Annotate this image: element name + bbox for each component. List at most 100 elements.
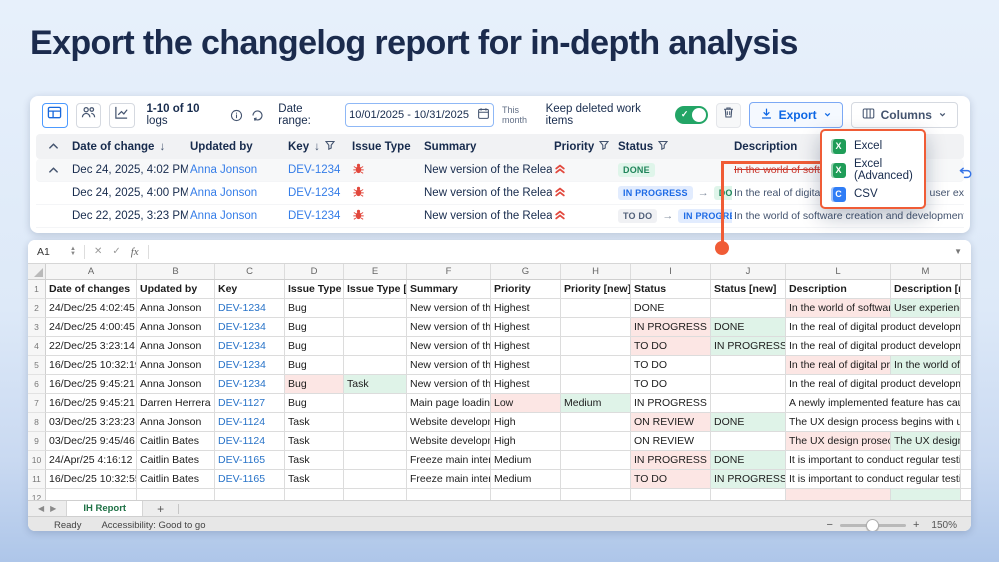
sheet-cell[interactable] (561, 432, 631, 451)
export-menu-item-excel-advanced-[interactable]: X Excel (Advanced) (822, 158, 924, 182)
sheet-cell[interactable]: IN PROGRESS (711, 337, 786, 356)
sheet-cell[interactable]: Medium (561, 394, 631, 413)
col-issue-type[interactable]: Issue Type (352, 140, 411, 153)
sheet-cell[interactable]: Bug (285, 375, 344, 394)
sheet-cell[interactable]: Status (631, 280, 711, 299)
column-header-F[interactable]: F (407, 264, 491, 279)
sheet-cell[interactable] (344, 318, 407, 337)
delete-button[interactable] (715, 102, 741, 128)
sheet-cell[interactable]: Highest (491, 299, 561, 318)
sheet-cell[interactable]: 24/Apr/25 4:16:12 PM (46, 451, 137, 470)
row-number[interactable]: 8 (28, 413, 46, 432)
sheet-cell[interactable]: Bug (285, 337, 344, 356)
sheet-cell[interactable] (344, 299, 407, 318)
filter-icon[interactable] (658, 140, 669, 153)
sheet-cell[interactable]: Anna Jonson (137, 375, 215, 394)
sheet-cell[interactable]: In the real of digital proc (786, 356, 891, 375)
sheet-cell[interactable]: Priority [new] (561, 280, 631, 299)
sheet-cell[interactable]: Status [new] (711, 280, 786, 299)
zoom-out-icon[interactable]: − (826, 519, 833, 531)
sheet-cell[interactable]: Website development (407, 413, 491, 432)
sheet-cell[interactable]: Freeze main interface (407, 470, 491, 489)
select-all-corner[interactable] (28, 264, 46, 279)
sheet-cell[interactable]: In the real of digital product developme… (786, 337, 961, 356)
sheet-cell[interactable]: Low (491, 394, 561, 413)
sheet-cell[interactable] (561, 356, 631, 375)
sheet-cell[interactable]: Description [new] (891, 280, 961, 299)
sheet-cell[interactable]: 16/Dec/25 10:32:55 AM (46, 470, 137, 489)
sheet-cell[interactable]: DEV-1165 (215, 451, 285, 470)
sheet-cell[interactable]: A newly implemented feature has caused u… (786, 394, 961, 413)
row-number[interactable]: 11 (28, 470, 46, 489)
people-view-button[interactable] (75, 102, 101, 128)
sheet-cell[interactable]: Anna Jonson (137, 337, 215, 356)
sheet-cell[interactable]: TO DO (631, 337, 711, 356)
sheet-cell[interactable]: Caitlin Bates (137, 470, 215, 489)
sheet-cell[interactable]: ON REVIEW (631, 413, 711, 432)
row-number[interactable]: 12 (28, 489, 46, 500)
sheet-cell[interactable]: Bug (285, 318, 344, 337)
sheet-cell[interactable]: In the world of software (786, 299, 891, 318)
sheet-cell[interactable]: DEV-1124 (215, 432, 285, 451)
tabs-scroll-right-icon[interactable]: ▶ (50, 504, 57, 513)
sheet-cell[interactable]: 24/Dec/25 4:02:45 PM (46, 299, 137, 318)
confirm-entry-icon[interactable]: ✓ (112, 246, 121, 257)
sheet-cell[interactable]: Task (285, 451, 344, 470)
cancel-entry-icon[interactable]: ✕ (93, 246, 103, 257)
sheet-cell[interactable]: Task (285, 470, 344, 489)
sheet-cell[interactable]: TO DO (631, 356, 711, 375)
sheet-cell[interactable]: DONE (631, 299, 711, 318)
export-menu-item-excel[interactable]: X Excel (822, 134, 924, 158)
table-view-button[interactable] (42, 102, 68, 128)
sheet-cell[interactable]: DONE (711, 451, 786, 470)
sheet-cell[interactable]: It is important to conduct regular testi… (786, 451, 961, 470)
export-button[interactable]: Export (748, 102, 843, 128)
column-header-A[interactable]: A (46, 264, 137, 279)
col-priority[interactable]: Priority (552, 140, 616, 153)
sheet-cell[interactable] (285, 489, 344, 500)
sheet-cell[interactable] (711, 299, 786, 318)
sheet-cell[interactable]: New version of the Rele (407, 299, 491, 318)
info-icon[interactable] (230, 109, 243, 122)
sheet-cell[interactable] (631, 489, 711, 500)
sheet-cell[interactable] (561, 451, 631, 470)
sheet-cell[interactable] (561, 337, 631, 356)
sheet-cell[interactable] (561, 299, 631, 318)
row-number[interactable]: 6 (28, 375, 46, 394)
sheet-cell[interactable] (561, 470, 631, 489)
sheet-cell[interactable]: Caitlin Bates (137, 432, 215, 451)
zoom-slider-knob[interactable] (865, 518, 879, 531)
sheet-cell[interactable] (891, 489, 961, 500)
cell-key[interactable]: DEV-1234 (288, 210, 341, 222)
cell-updated-by[interactable]: Anna Jonson (190, 210, 258, 222)
sheet-cell[interactable]: Freeze main interface (407, 451, 491, 470)
sheet-cell[interactable]: Task (285, 432, 344, 451)
sheet-cell[interactable]: DEV-1124 (215, 413, 285, 432)
col-status[interactable]: Status (616, 140, 732, 153)
sheet-cell[interactable]: Highest (491, 337, 561, 356)
sheet-cell[interactable]: DONE (711, 318, 786, 337)
row-number[interactable]: 1 (28, 280, 46, 299)
sheet-cell[interactable]: DEV-1127 (215, 394, 285, 413)
sheet-cell[interactable]: Description (786, 280, 891, 299)
sheet-cell[interactable]: TO DO (631, 375, 711, 394)
sheet-cell[interactable]: DEV-1234 (215, 318, 285, 337)
sheet-cell[interactable]: 22/Dec/25 3:23:14 PM (46, 337, 137, 356)
refresh-icon[interactable] (251, 109, 264, 122)
sheet-cell[interactable]: Task (285, 413, 344, 432)
sheet-cell[interactable]: DEV-1234 (215, 356, 285, 375)
sheet-cell[interactable]: ON REVIEW (631, 432, 711, 451)
formula-input[interactable] (153, 240, 954, 263)
sheet-cell[interactable] (344, 451, 407, 470)
sheet-cell[interactable]: Key (215, 280, 285, 299)
sheet-cell[interactable] (344, 337, 407, 356)
sheet-cell[interactable] (786, 489, 891, 500)
sheet-cell[interactable] (344, 489, 407, 500)
row-number[interactable]: 10 (28, 451, 46, 470)
column-header-E[interactable]: E (344, 264, 407, 279)
row-number[interactable]: 7 (28, 394, 46, 413)
col-key[interactable]: Key ↓ (286, 140, 350, 153)
sheet-cell[interactable]: 16/Dec/25 9:45:21 AM (46, 375, 137, 394)
sheet-cell[interactable]: Highest (491, 356, 561, 375)
column-header-D[interactable]: D (285, 264, 344, 279)
